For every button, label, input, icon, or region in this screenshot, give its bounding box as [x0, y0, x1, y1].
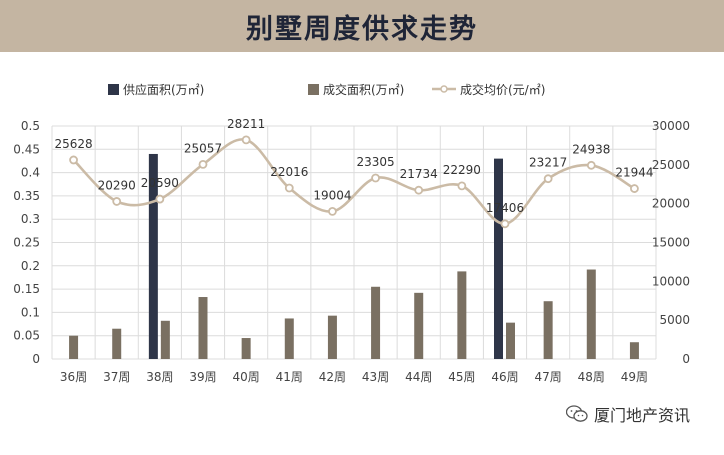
y-left-tick-label: 0.5: [21, 119, 40, 133]
price-point: [284, 183, 294, 193]
deal-bar: [629, 342, 639, 359]
deal-bar: [198, 297, 208, 359]
x-tick-label: 43周: [362, 370, 389, 384]
y-left-tick-label: 0.2: [21, 259, 40, 273]
x-tick-label: 38周: [146, 370, 173, 384]
price-data-label: 21944: [615, 166, 653, 180]
y-right-tick-label: 10000: [652, 274, 690, 288]
deal-bar: [371, 286, 381, 359]
price-data-label: 28211: [227, 117, 265, 131]
x-tick-label: 45周: [448, 370, 475, 384]
deal-bar: [69, 335, 79, 359]
y-right-tick-label: 0: [682, 352, 690, 366]
price-point: [112, 197, 122, 206]
x-tick-label: 37周: [103, 370, 130, 384]
price-data-label: 20290: [98, 178, 136, 192]
price-point: [500, 219, 510, 229]
legend: 供应面积(万㎡) 成交面积(万㎡) 成交均价(元/㎡): [108, 82, 545, 97]
price-point: [155, 194, 165, 204]
x-tick-label: 39周: [189, 370, 216, 384]
x-tick-label: 48周: [578, 370, 605, 384]
x-tick-label: 40周: [233, 370, 260, 384]
price-line: [72, 138, 636, 226]
y-left-tick-label: 0.4: [21, 166, 40, 180]
footer-brand: 厦门地产资讯: [566, 402, 690, 426]
price-data-label: 17406: [486, 201, 524, 215]
price-point: [198, 159, 208, 169]
x-tick-label: 36周: [60, 370, 87, 384]
deal-bar: [241, 338, 251, 359]
price-data-label: 24938: [572, 142, 610, 156]
y-left-tick-label: 0.3: [21, 212, 40, 226]
price-point: [586, 160, 596, 170]
chart-area: 0 0.05 0.1 0.15 0.2 0.25 0.3 0.35 0.4 0.45 0.5 0 500…: [0, 52, 724, 451]
y-right-tick-label: 20000: [652, 197, 690, 211]
x-tick-label: 44周: [405, 370, 432, 384]
legend-supply: 供应面积(万㎡): [108, 82, 204, 97]
price-point: [543, 174, 553, 184]
legend-deal: 成交面积(万㎡): [308, 82, 404, 97]
x-tick-label: 42周: [319, 370, 346, 384]
legend-swatch: [108, 84, 119, 95]
supply-bar: [494, 158, 503, 359]
price-data-label: 20590: [141, 176, 179, 190]
supply-bar: [148, 153, 158, 359]
deal-bar: [543, 301, 553, 359]
y-right-tick-label: 30000: [652, 119, 690, 133]
y-right-tick-label: 5000: [659, 313, 690, 327]
price-point: [69, 155, 78, 165]
x-tick-label: 46周: [491, 370, 518, 384]
deal-bar: [160, 320, 170, 359]
price-point: [457, 181, 467, 191]
y-left-tick-label: 0.35: [13, 189, 40, 203]
price-data-label: 22016: [270, 165, 308, 179]
y-left-tick-label: 0.15: [13, 282, 40, 296]
legend-label: 成交均价(元/㎡): [460, 82, 545, 97]
y-left-tick-label: 0.45: [13, 142, 40, 156]
price-point: [414, 185, 424, 195]
price-data-label: 23305: [356, 155, 394, 169]
price-point: [630, 184, 639, 193]
deal-bar: [506, 322, 515, 359]
legend-label: 供应面积(万㎡): [123, 82, 204, 97]
wechat-icon: [566, 405, 588, 422]
deal-bar: [112, 328, 122, 359]
brand-name: 厦门地产资讯: [594, 406, 691, 425]
price-data-label: 23217: [529, 156, 567, 170]
legend-label: 成交面积(万㎡): [323, 82, 404, 97]
y-left-tick-label: 0: [32, 352, 40, 366]
price-data-label: 21734: [400, 167, 438, 181]
deal-bar: [414, 292, 424, 359]
legend-price: 成交均价(元/㎡): [432, 82, 545, 97]
deal-bar: [284, 318, 294, 359]
price-data-label: 19004: [313, 188, 351, 202]
y-right-tick-label: 15000: [652, 236, 690, 250]
x-tick-label: 49周: [621, 370, 648, 384]
price-point: [241, 135, 251, 145]
price-data-label: 25628: [54, 137, 92, 151]
x-tick-label: 41周: [276, 370, 303, 384]
y-left-tick-label: 0.25: [13, 236, 40, 250]
y-left-tick-label: 0.1: [21, 305, 40, 319]
y-left-tick-label: 0.05: [13, 329, 40, 343]
y-right-tick-label: 25000: [652, 158, 690, 172]
title-banner: 别墅周度供求走势: [0, 0, 724, 52]
deal-bar: [586, 269, 596, 359]
price-point: [328, 207, 337, 216]
legend-marker: [440, 85, 448, 93]
legend-swatch: [308, 84, 319, 95]
page-title: 别墅周度供求走势: [246, 13, 478, 45]
deal-bar: [457, 271, 467, 359]
deal-bar: [327, 315, 337, 359]
x-tick-label: 47周: [535, 370, 562, 384]
price-point: [371, 173, 380, 183]
chart-svg: 0 0.05 0.1 0.15 0.2 0.25 0.3 0.35 0.4 0.45 0.5 0 500…: [13, 82, 690, 384]
price-data-label: 22290: [443, 163, 481, 177]
price-data-label: 25057: [184, 141, 222, 155]
